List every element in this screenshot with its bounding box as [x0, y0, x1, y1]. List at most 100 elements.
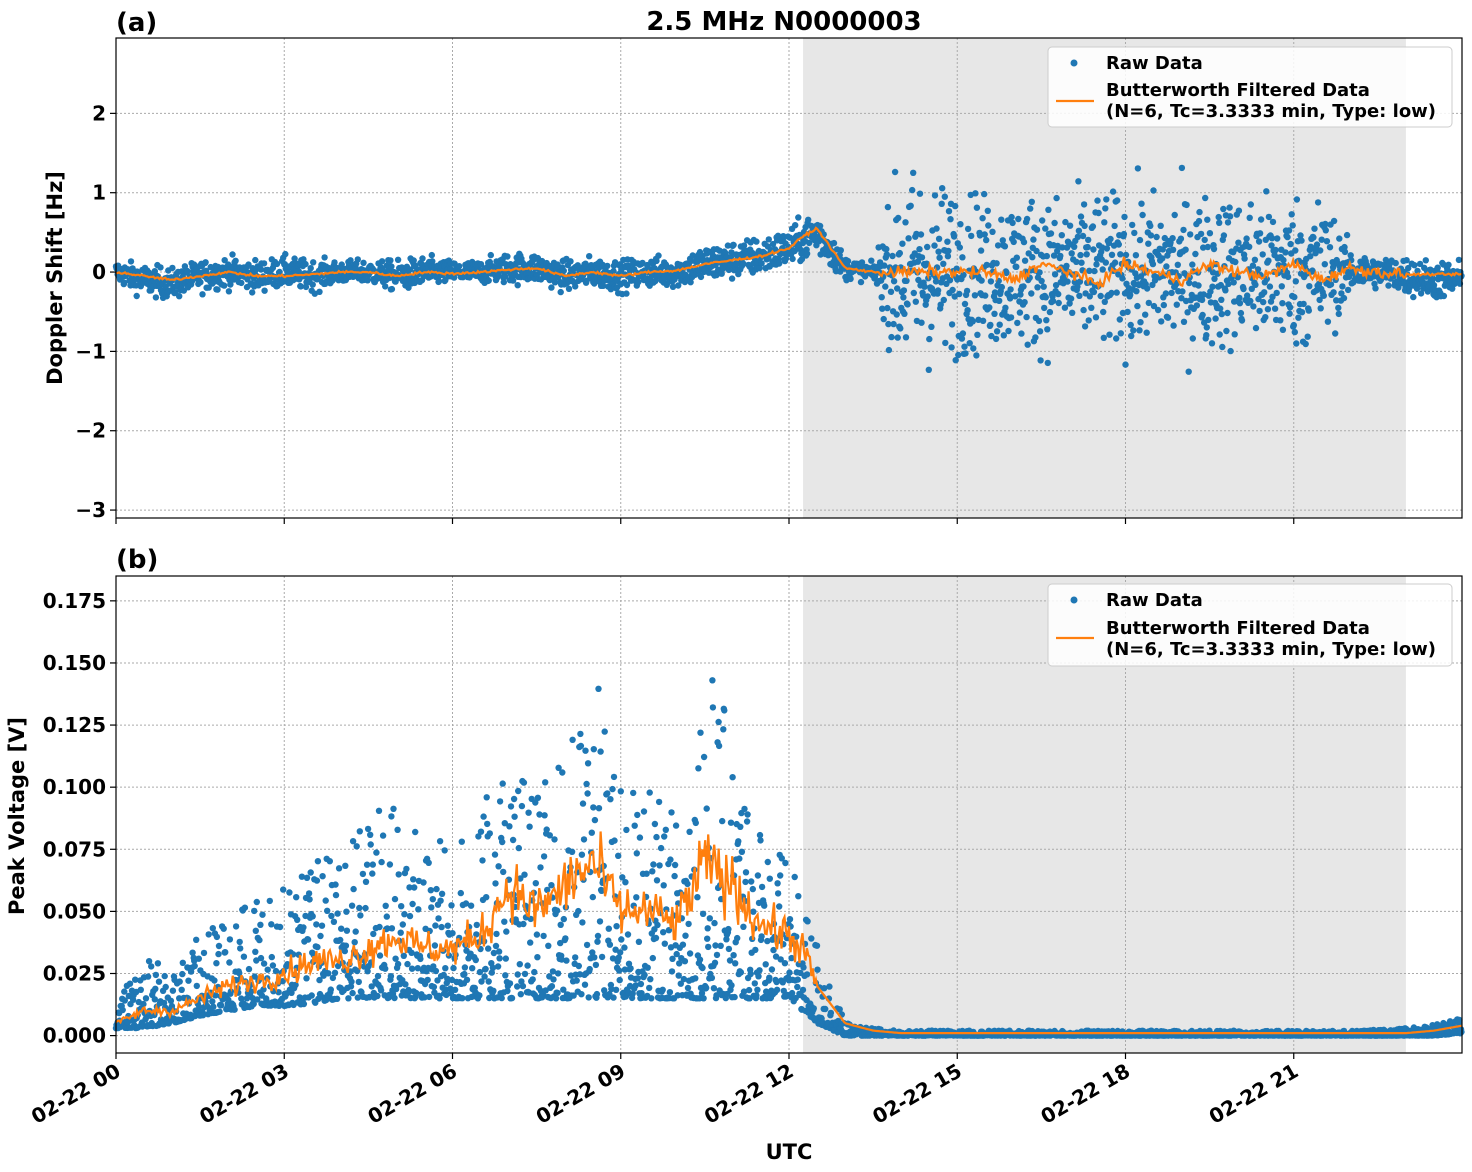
raw-point [634, 811, 641, 819]
raw-point [1326, 244, 1334, 251]
raw-point [1137, 319, 1144, 326]
raw-point [553, 907, 561, 914]
raw-point [686, 950, 694, 957]
raw-point [129, 996, 137, 1003]
raw-point [1202, 194, 1209, 202]
raw-point [705, 943, 712, 951]
raw-point [961, 343, 968, 350]
raw-point [1284, 273, 1292, 281]
raw-point [944, 253, 952, 260]
raw-point [1234, 274, 1242, 281]
raw-point [756, 967, 763, 974]
raw-point [972, 190, 979, 197]
raw-point [461, 964, 469, 971]
raw-point [715, 742, 723, 750]
raw-point [1073, 258, 1080, 265]
raw-point [1020, 238, 1028, 246]
raw-point [1044, 326, 1051, 333]
raw-point [462, 900, 470, 907]
raw-point [357, 912, 364, 919]
raw-point [155, 978, 163, 985]
raw-point [1066, 222, 1074, 229]
raw-point [912, 298, 919, 305]
raw-point [436, 995, 443, 1002]
raw-point [434, 977, 441, 984]
raw-point [1145, 299, 1153, 307]
raw-point [970, 345, 977, 352]
raw-point [227, 281, 234, 288]
raw-point [621, 944, 628, 951]
raw-point [1033, 247, 1040, 255]
raw-point [618, 936, 625, 943]
raw-point [1247, 297, 1254, 305]
raw-point [1207, 288, 1214, 295]
raw-point [1305, 307, 1313, 314]
raw-point [334, 910, 341, 917]
raw-point [240, 953, 248, 960]
raw-point [999, 237, 1006, 244]
raw-point [589, 893, 596, 901]
raw-point [903, 277, 910, 284]
raw-point [643, 870, 650, 877]
raw-point [713, 271, 720, 279]
raw-point [1147, 232, 1155, 239]
raw-point [520, 920, 527, 928]
raw-point [563, 957, 570, 964]
raw-point [631, 822, 638, 829]
raw-point [1028, 198, 1036, 205]
raw-point [735, 270, 742, 278]
raw-point [297, 283, 304, 290]
raw-point [251, 973, 258, 980]
raw-point [438, 890, 446, 897]
raw-point [687, 279, 694, 286]
raw-point [342, 942, 350, 949]
raw-point [247, 988, 255, 995]
raw-point [292, 981, 299, 989]
raw-point [1037, 357, 1044, 364]
raw-point [641, 971, 648, 979]
raw-point [1139, 211, 1146, 219]
raw-point [1077, 251, 1084, 259]
raw-point [469, 965, 476, 972]
raw-point [795, 893, 802, 900]
raw-point [725, 945, 733, 953]
raw-point [1043, 252, 1051, 260]
raw-point [899, 240, 906, 247]
raw-point [583, 780, 590, 788]
raw-point [286, 889, 293, 896]
raw-point [773, 986, 781, 993]
raw-point [184, 268, 191, 275]
raw-point [199, 1012, 207, 1019]
raw-point [1279, 326, 1287, 333]
raw-point [994, 242, 1002, 249]
raw-point [303, 874, 311, 881]
raw-point [1136, 327, 1143, 334]
raw-point [245, 261, 252, 268]
raw-point [1050, 252, 1058, 259]
raw-point [1075, 178, 1082, 185]
raw-point [225, 288, 233, 295]
raw-point [333, 995, 341, 1002]
raw-point [1186, 279, 1193, 287]
raw-point [737, 969, 745, 976]
raw-point [362, 904, 369, 912]
raw-point [1078, 259, 1085, 266]
raw-point [496, 955, 503, 962]
raw-point [1143, 329, 1150, 336]
raw-point [437, 897, 444, 904]
raw-point [1034, 284, 1041, 291]
raw-point [703, 805, 710, 812]
raw-point [885, 320, 892, 328]
raw-point [795, 214, 802, 221]
raw-point [718, 270, 725, 277]
raw-point [1312, 250, 1319, 257]
raw-point [189, 949, 196, 956]
raw-point [1182, 246, 1189, 253]
raw-point [508, 994, 516, 1002]
raw-point [307, 869, 314, 876]
raw-point [885, 346, 893, 354]
raw-point [213, 933, 221, 941]
raw-point [936, 254, 943, 261]
raw-point [150, 277, 157, 285]
raw-point [132, 976, 139, 983]
